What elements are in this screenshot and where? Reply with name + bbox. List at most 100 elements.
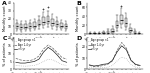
- PathPatch shape: [89, 32, 91, 34]
- PathPatch shape: [116, 21, 118, 28]
- Age group <1: [66, 65, 68, 66]
- Line: >5 yr: >5 yr: [89, 46, 140, 66]
- >5 yr: [15, 62, 17, 63]
- Age 1-4 yr: [135, 64, 137, 65]
- Age 1-4 yr: [52, 48, 54, 49]
- Age group <1: [61, 64, 63, 65]
- Age 1-4 yr: [15, 58, 17, 59]
- Age group <1: [24, 66, 26, 67]
- PathPatch shape: [42, 17, 45, 25]
- Y-axis label: % of patients: % of patients: [3, 42, 7, 66]
- Age group <1: [88, 67, 90, 68]
- Age group <1: [112, 65, 113, 66]
- PathPatch shape: [38, 20, 40, 26]
- >5 yr: [61, 60, 63, 61]
- Age group <1: [102, 67, 104, 68]
- Age group <1: [33, 65, 35, 66]
- PathPatch shape: [47, 16, 49, 24]
- >5 yr: [88, 64, 90, 65]
- Line: Age 1-4 yr: Age 1-4 yr: [89, 42, 140, 67]
- Line: >5 yr: >5 yr: [16, 47, 67, 63]
- Age 1-4 yr: [66, 59, 68, 60]
- PathPatch shape: [129, 28, 132, 32]
- >5 yr: [98, 65, 99, 66]
- Age group <1: [52, 59, 54, 60]
- >5 yr: [38, 59, 40, 60]
- Age 1-4 yr: [93, 66, 95, 67]
- PathPatch shape: [102, 32, 105, 33]
- PathPatch shape: [60, 23, 63, 28]
- >5 yr: [130, 60, 132, 61]
- Age group <1: [29, 65, 31, 66]
- Line: Age 1-4 yr: Age 1-4 yr: [16, 45, 67, 61]
- PathPatch shape: [15, 23, 18, 29]
- PathPatch shape: [20, 24, 22, 30]
- >5 yr: [102, 64, 104, 65]
- Line: Age group <1: Age group <1: [16, 59, 67, 66]
- Age 1-4 yr: [116, 50, 118, 51]
- Text: C: C: [2, 36, 7, 41]
- Age 1-4 yr: [61, 57, 63, 58]
- PathPatch shape: [33, 22, 36, 28]
- Age group <1: [38, 63, 40, 64]
- >5 yr: [29, 62, 31, 63]
- Text: D: D: [76, 36, 81, 41]
- PathPatch shape: [98, 32, 100, 34]
- Age group <1: [107, 67, 109, 68]
- Age 1-4 yr: [88, 65, 90, 66]
- PathPatch shape: [107, 31, 109, 33]
- Age 1-4 yr: [102, 65, 104, 66]
- PathPatch shape: [51, 19, 54, 26]
- >5 yr: [107, 63, 109, 64]
- Age 1-4 yr: [57, 52, 58, 53]
- PathPatch shape: [65, 24, 67, 29]
- Age 1-4 yr: [107, 64, 109, 65]
- PathPatch shape: [24, 24, 27, 29]
- PathPatch shape: [29, 23, 31, 29]
- Age 1-4 yr: [29, 60, 31, 61]
- Text: B: B: [76, 1, 81, 6]
- >5 yr: [47, 47, 49, 48]
- PathPatch shape: [56, 21, 58, 27]
- Line: Age group <1: Age group <1: [89, 57, 140, 68]
- >5 yr: [33, 61, 35, 62]
- Age group <1: [20, 65, 21, 66]
- >5 yr: [135, 64, 137, 65]
- Age 1-4 yr: [130, 59, 132, 60]
- Age group <1: [15, 65, 17, 66]
- Legend: Age group <1, Age 1-4 yr, >5 yr: Age group <1, Age 1-4 yr, >5 yr: [14, 38, 35, 51]
- PathPatch shape: [93, 33, 96, 34]
- Age 1-4 yr: [121, 42, 123, 43]
- Legend: Age group <1, Age 1-4 yr, >5 yr: Age group <1, Age 1-4 yr, >5 yr: [87, 38, 109, 51]
- >5 yr: [43, 52, 44, 53]
- Age group <1: [135, 67, 137, 68]
- Age group <1: [125, 58, 127, 59]
- PathPatch shape: [138, 32, 141, 34]
- >5 yr: [121, 45, 123, 46]
- Y-axis label: % of patients: % of patients: [76, 42, 80, 66]
- PathPatch shape: [125, 18, 127, 27]
- >5 yr: [57, 55, 58, 56]
- Age group <1: [47, 59, 49, 60]
- >5 yr: [139, 65, 141, 66]
- >5 yr: [66, 62, 68, 63]
- Age 1-4 yr: [24, 60, 26, 61]
- Y-axis label: Monthly count: Monthly count: [76, 6, 80, 31]
- >5 yr: [125, 49, 127, 50]
- Age group <1: [43, 61, 44, 62]
- Age 1-4 yr: [20, 59, 21, 60]
- Age group <1: [139, 67, 141, 68]
- >5 yr: [20, 63, 21, 64]
- Age group <1: [57, 62, 58, 63]
- PathPatch shape: [111, 29, 114, 32]
- Age 1-4 yr: [98, 66, 99, 67]
- >5 yr: [112, 60, 113, 61]
- PathPatch shape: [134, 31, 136, 33]
- Age group <1: [130, 64, 132, 65]
- Age 1-4 yr: [33, 59, 35, 60]
- PathPatch shape: [120, 15, 123, 24]
- >5 yr: [52, 50, 54, 51]
- Y-axis label: Monthly count: Monthly count: [3, 6, 7, 31]
- Text: A: A: [2, 1, 7, 6]
- >5 yr: [24, 63, 26, 64]
